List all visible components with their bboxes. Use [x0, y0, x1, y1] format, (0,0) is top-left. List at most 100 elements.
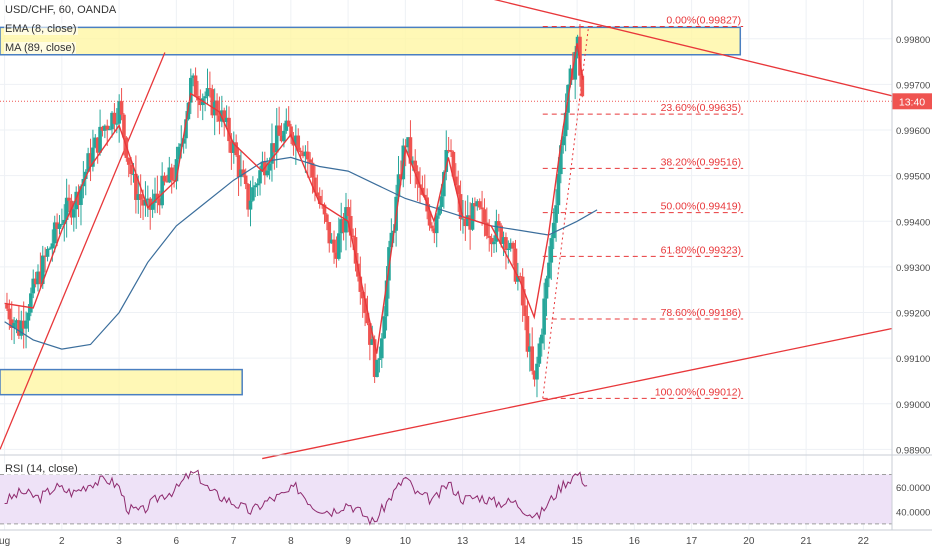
candle-body	[356, 263, 360, 277]
candle-body	[181, 138, 186, 144]
y-tick-label: 0.99700	[896, 80, 930, 91]
trendline	[262, 327, 893, 460]
candle-body	[411, 160, 415, 164]
y-tick-label: 0.98900	[896, 445, 930, 456]
candle-body	[535, 363, 539, 380]
candle-body	[134, 173, 138, 200]
candle-body	[544, 278, 549, 299]
candle-body	[363, 298, 367, 314]
candle-body	[451, 151, 456, 177]
candle-body	[396, 174, 401, 197]
candle-body	[36, 271, 40, 285]
candle-body	[76, 191, 81, 205]
candle-body	[303, 151, 308, 157]
candle-body	[377, 358, 382, 360]
candle-body	[167, 167, 172, 183]
candle-body	[487, 235, 492, 238]
candle-body	[437, 206, 441, 216]
candle-body	[334, 252, 339, 259]
ma-line	[4, 156, 598, 350]
candle-body	[313, 177, 317, 193]
candle-body	[189, 77, 193, 103]
y-tick-label: 0.99000	[896, 400, 930, 411]
x-tick-label: 10	[400, 536, 412, 547]
candle-body	[432, 228, 437, 234]
candle-body	[126, 157, 131, 165]
candle-body	[79, 186, 83, 205]
candle-body	[112, 112, 117, 124]
candle-body	[489, 237, 494, 245]
x-tick-label: 22	[858, 536, 870, 547]
x-tick-label: 16	[629, 536, 641, 547]
candle-body	[298, 150, 303, 153]
candle-body	[456, 185, 460, 195]
candle-body	[494, 221, 499, 242]
candle-body	[568, 68, 573, 85]
legend-rsi: RSI (14, close)	[4, 463, 79, 475]
legend-symbol: USD/CHF, 60, OANDA	[4, 4, 118, 16]
candle-body	[129, 164, 133, 175]
x-tick-label: 7	[231, 536, 237, 547]
candle-body	[62, 219, 67, 224]
x-tick-label: 21	[801, 536, 813, 547]
candle-body	[193, 75, 198, 96]
candle-body	[50, 243, 55, 249]
candle-body	[282, 130, 286, 142]
candle-body	[103, 125, 107, 131]
candle-body	[95, 137, 100, 153]
zones	[0, 26, 742, 396]
candle-body	[272, 143, 277, 153]
candle-body	[24, 320, 28, 329]
y-tick-label: 0.99400	[896, 217, 930, 228]
candle-body	[138, 194, 143, 200]
candle-body	[205, 88, 210, 97]
candle-body	[131, 173, 136, 175]
y-tick-label: 0.99300	[896, 263, 930, 274]
candle-body	[67, 197, 71, 201]
candle-body	[7, 308, 12, 320]
candle-body	[504, 237, 508, 250]
candle-body	[88, 153, 93, 167]
candle-body	[146, 198, 150, 200]
fib-label: 78.60%(0.99186)	[661, 307, 742, 319]
candle-body	[308, 159, 312, 163]
candle-body	[60, 223, 64, 225]
candle-body	[160, 175, 164, 206]
legend-ma: MA (89, close)	[4, 42, 77, 54]
candle-body	[64, 197, 69, 220]
candle-body	[468, 215, 472, 230]
candle-body	[184, 119, 188, 139]
candle-body	[31, 278, 36, 294]
candle-body	[496, 221, 501, 226]
candle-body	[473, 203, 477, 207]
candle-body	[475, 201, 480, 207]
candle-body	[174, 159, 179, 182]
candle-body	[107, 129, 112, 131]
ema-line	[4, 43, 584, 354]
candle-body	[246, 184, 250, 210]
candle-body	[454, 176, 458, 186]
rsi-tick-label: 40.0000	[896, 508, 930, 519]
candle-body	[528, 346, 532, 352]
candle-body	[286, 120, 291, 127]
fib-label: 50.00%(0.99419)	[661, 201, 742, 213]
candle-body	[12, 322, 16, 328]
candle-body	[542, 298, 546, 335]
candle-body	[55, 222, 59, 229]
candle-body	[208, 88, 212, 90]
candle-body	[296, 135, 301, 151]
candle-body	[506, 248, 511, 250]
candle-body	[578, 36, 582, 76]
y-tick-label: 0.99600	[896, 126, 930, 137]
candle-body	[427, 211, 432, 226]
rsi-pane	[0, 454, 932, 526]
candle-body	[329, 239, 334, 244]
trendline	[0, 52, 166, 450]
candle-body	[482, 209, 487, 223]
trendlines	[0, 0, 893, 460]
candle-body	[508, 242, 513, 249]
fib-label: 100.00%(0.99012)	[655, 386, 741, 398]
candle-body	[384, 280, 389, 317]
candle-body	[408, 137, 413, 164]
fibonacci-levels: 0.00%(0.99827) 23.60%(0.99635) 38.20%(0.99…	[542, 14, 744, 399]
